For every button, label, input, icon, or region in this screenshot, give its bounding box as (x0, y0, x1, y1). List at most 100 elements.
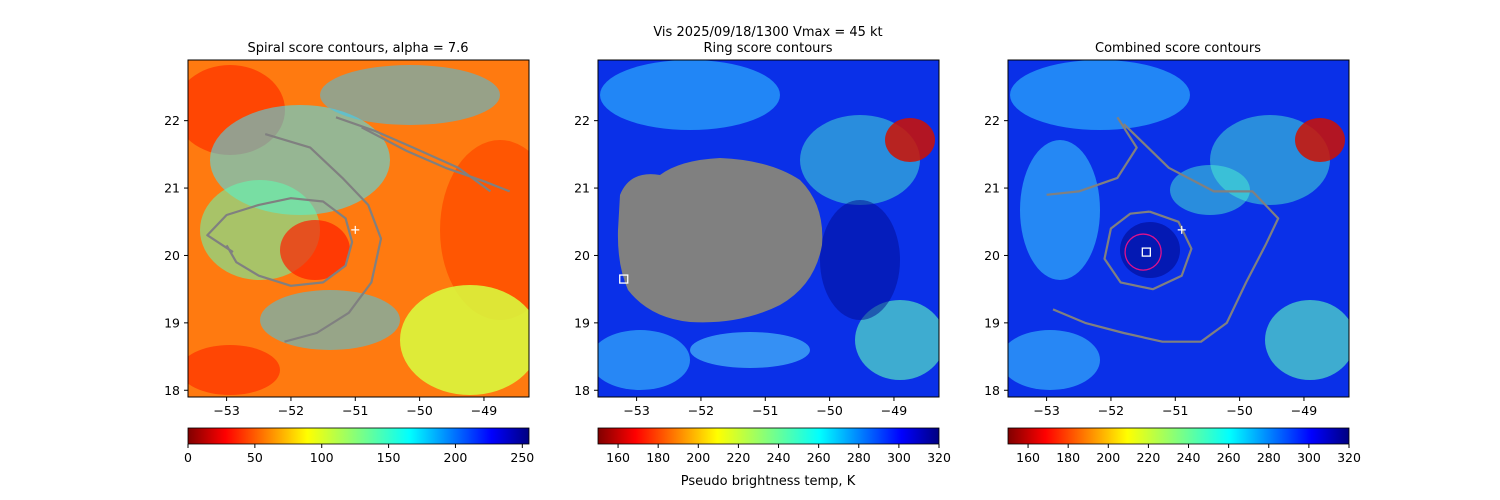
x-tick-label: −50 (816, 403, 842, 418)
marker-group (351, 225, 360, 234)
y-tick-label: 19 (574, 315, 590, 330)
axes-frame (187, 59, 530, 398)
x-tick-label: −52 (278, 403, 304, 418)
colorbar-tick-label: 160 (606, 450, 630, 465)
y-tick-label: 18 (574, 383, 590, 398)
x-tick-label: −52 (1098, 403, 1124, 418)
x-tick-label: −51 (1162, 403, 1188, 418)
colorbar (597, 427, 940, 445)
x-axis: −53 −52 −51 −50 −49 (1033, 397, 1317, 418)
contour-upper-band (361, 126, 511, 193)
x-tick-label: −51 (342, 403, 368, 418)
image-layer (598, 60, 939, 397)
y-tick-label: 22 (574, 113, 590, 128)
y-tick-label: 19 (164, 315, 180, 330)
colorbar-tick-label: 150 (377, 450, 401, 465)
colorbar-tick-label: 300 (887, 450, 911, 465)
panel-title: Ring score contours (703, 41, 832, 56)
colorbar (1007, 427, 1350, 445)
cloud-patch (260, 290, 400, 350)
y-tick-label: 18 (164, 383, 180, 398)
colorbar-tick-label: 50 (247, 450, 263, 465)
colorbar-tick-label: 240 (767, 450, 791, 465)
x-axis: −53 −52 −51 −50 −49 (623, 397, 907, 418)
colorbar-tick-label: 250 (510, 450, 534, 465)
colorbar-tick-label: 320 (1337, 450, 1361, 465)
colorbar-tick-label: 0 (184, 450, 192, 465)
colorbar-tick-label: 280 (847, 450, 871, 465)
colorbar-tick-label: 300 (1297, 450, 1321, 465)
y-tick-label: 20 (984, 248, 1000, 263)
y-axis: 18 19 20 21 22 (984, 113, 1008, 398)
cloud-patch (1008, 330, 1100, 390)
colorbar-tick-label: 200 (686, 450, 710, 465)
cloud-patch (320, 65, 500, 125)
x-tick-label: −49 (881, 403, 907, 418)
contour-outer-spiral (264, 133, 383, 343)
colorbar-tick-label: 100 (310, 450, 334, 465)
colorbar-tick-label: 320 (927, 450, 951, 465)
contour-group (206, 116, 511, 343)
contour-ring-inner (1103, 210, 1193, 291)
x-tick-label: −49 (471, 403, 497, 418)
cloud-patch (820, 200, 900, 320)
axes-frame (1007, 59, 1350, 398)
x-tick-label: −51 (752, 403, 778, 418)
x-tick-label: −49 (1291, 403, 1317, 418)
ring-score-panel: Ring score contours −53 −52 −51 −50 −49 18 19… (574, 41, 951, 465)
marker-group (619, 274, 629, 284)
colorbar-tick-label: 200 (444, 450, 468, 465)
image-layer (188, 60, 529, 397)
contour-top-band (335, 116, 492, 193)
colorbar-tick-label: 220 (1136, 450, 1160, 465)
y-tick-label: 20 (574, 248, 590, 263)
colorbar-tick-label: 240 (1177, 450, 1201, 465)
cloud-patch (188, 345, 280, 395)
cloud-patch (600, 60, 780, 130)
spiral-score-panel: Spiral score contours, alpha = 7.6 −53 −5… (164, 41, 534, 465)
x-tick-label: −50 (406, 403, 432, 418)
x-axis: −53 −52 −51 −50 −49 (213, 397, 497, 418)
colorbar-label: Pseudo brightness temp, K (681, 474, 856, 489)
y-tick-label: 22 (164, 113, 180, 128)
contour-left-arc (1046, 116, 1138, 196)
y-tick-label: 21 (984, 181, 1000, 196)
cloud-patch (280, 220, 350, 280)
axes-frame (597, 59, 940, 398)
x-tick-label: −53 (1033, 403, 1059, 418)
y-axis: 18 19 20 21 22 (574, 113, 598, 398)
contour-group (1046, 116, 1280, 343)
colorbar-tick-label: 220 (726, 450, 750, 465)
y-tick-label: 19 (984, 315, 1000, 330)
cloud-patch (440, 140, 529, 320)
cloud-patch (1020, 140, 1100, 280)
panel-title: Combined score contours (1095, 41, 1261, 56)
colorbar-ticks: 0 50 100 150 200 250 (184, 444, 534, 465)
y-tick-label: 20 (164, 248, 180, 263)
cloud-patch (855, 300, 939, 380)
cloud-patch (1265, 300, 1349, 380)
eye-radius-circle (1124, 233, 1162, 271)
center-square-marker (1141, 247, 1151, 257)
colorbar-tick-label: 260 (807, 450, 831, 465)
center-plus-marker (1177, 225, 1186, 234)
colorbar-ticks: 160 180 200 220 240 260 280 300 320 (606, 444, 951, 465)
cloud-patch (598, 330, 690, 390)
mask-region (617, 158, 823, 323)
x-tick-label: −53 (623, 403, 649, 418)
center-plus-marker (351, 225, 360, 234)
center-square-marker (619, 274, 629, 284)
cloud-patch (400, 285, 529, 395)
x-tick-label: −52 (688, 403, 714, 418)
y-tick-label: 22 (984, 113, 1000, 128)
marker-group (1124, 225, 1186, 271)
panel-title: Spiral score contours, alpha = 7.6 (247, 41, 468, 56)
colorbar-ticks: 160 180 200 220 240 260 280 300 320 (1016, 444, 1361, 465)
cloud-patch (690, 332, 810, 368)
colorbar-tick-label: 160 (1016, 450, 1040, 465)
y-tick-label: 21 (574, 181, 590, 196)
y-tick-label: 18 (984, 383, 1000, 398)
colorbar-tick-label: 260 (1217, 450, 1241, 465)
cloud-patch (1295, 118, 1345, 162)
